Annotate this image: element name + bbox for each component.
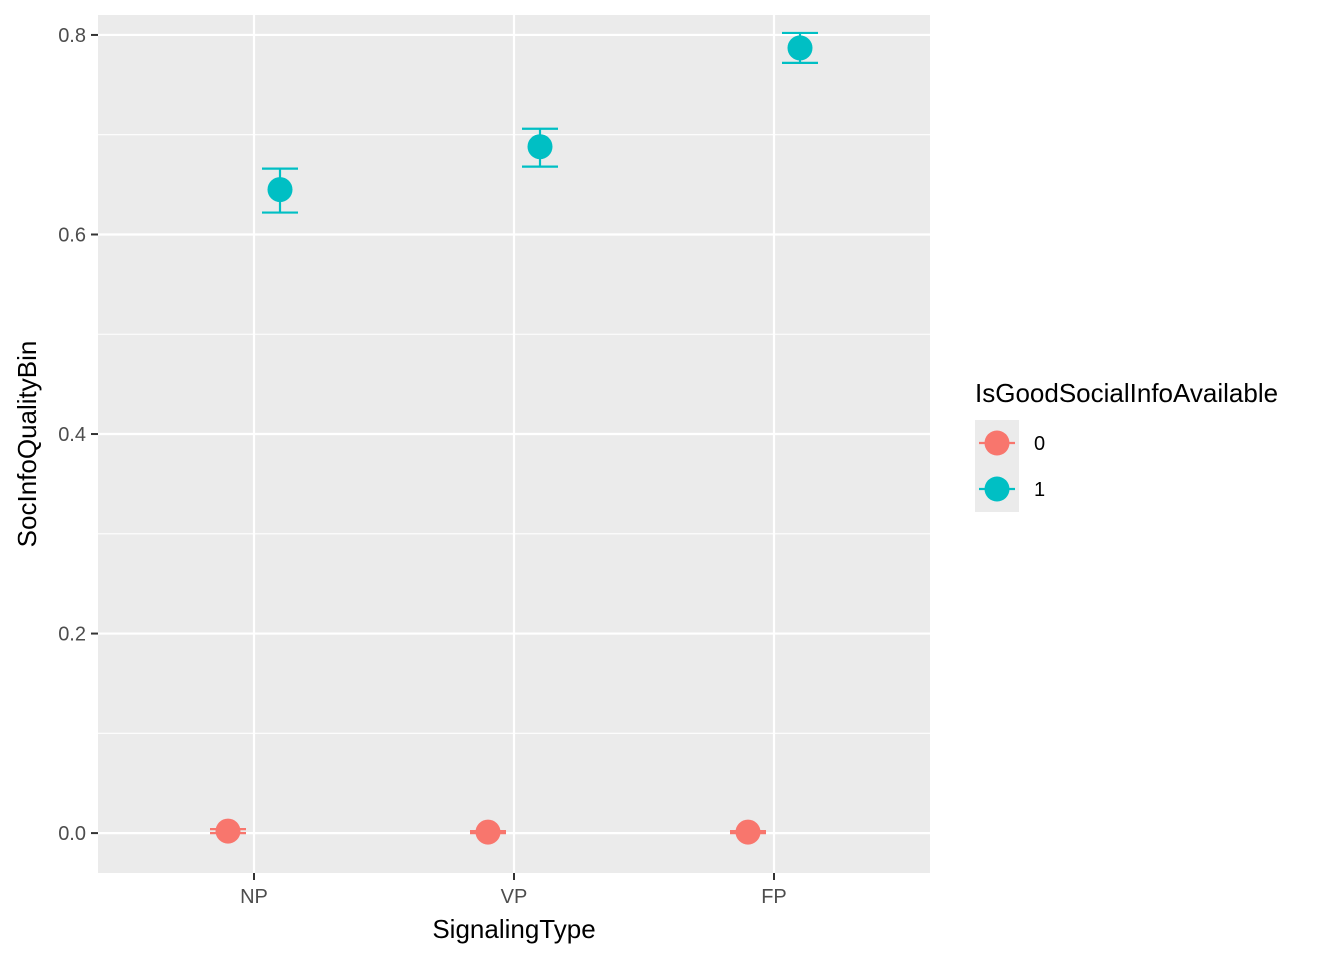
y-tick-label: 0.6 <box>58 224 86 246</box>
data-point <box>787 35 813 61</box>
y-axis-title: SocInfoQualityBin <box>12 341 42 548</box>
y-axis: 0.0 0.2 0.4 0.6 0.8 <box>58 25 98 845</box>
legend-key-1: 1 <box>975 466 1045 512</box>
y-tick-label: 0.4 <box>58 424 86 446</box>
grid-major <box>98 15 930 873</box>
x-tick-label: FP <box>761 886 787 908</box>
legend-label: 1 <box>1034 479 1045 501</box>
y-tick-label: 0.2 <box>58 624 86 646</box>
series-1 <box>262 31 818 214</box>
legend-title: IsGoodSocialInfoAvailable <box>975 378 1278 408</box>
legend-keys: 01 <box>975 420 1045 512</box>
x-axis-title: SignalingType <box>432 914 595 944</box>
series-0 <box>210 818 766 845</box>
data-point <box>527 134 553 160</box>
x-axis: NP VP FP <box>240 873 787 908</box>
legend-key-0: 0 <box>975 420 1045 466</box>
x-tick-label: NP <box>240 886 268 908</box>
legend-key-point <box>984 430 1010 456</box>
series-layer <box>210 31 818 845</box>
legend: IsGoodSocialInfoAvailable 01 <box>975 378 1278 512</box>
legend-label: 0 <box>1034 433 1045 455</box>
legend-key-point <box>984 476 1010 502</box>
y-tick-label: 0.8 <box>58 25 86 47</box>
y-tick-label: 0.0 <box>58 823 86 845</box>
data-point <box>215 818 241 844</box>
x-tick-label: VP <box>501 886 528 908</box>
data-point <box>735 819 761 845</box>
data-point <box>267 177 293 203</box>
data-point <box>475 819 501 845</box>
